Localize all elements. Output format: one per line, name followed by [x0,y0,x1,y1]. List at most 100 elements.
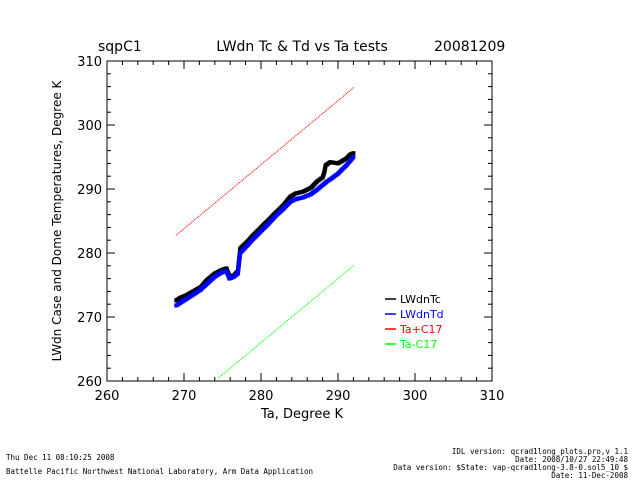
data-point [305,127,307,129]
data-point [337,100,339,102]
data-point [309,123,311,125]
data-point [327,286,329,288]
data-point [181,229,183,231]
data-point [220,374,222,376]
data-point [350,89,352,91]
data-point [250,350,252,352]
data-point [257,344,259,346]
data-point [302,307,304,309]
data-point [246,353,248,355]
data-point [324,288,326,290]
data-point [306,125,308,127]
data-point [239,182,241,184]
legend-label: Ta-C17 [399,338,437,351]
legend-label: LWdnTd [400,308,444,321]
data-point [243,356,245,358]
data-point [319,293,321,295]
data-point [219,376,221,378]
data-point [247,352,249,354]
data-point [334,102,336,104]
data-point [230,189,232,191]
data-point [226,192,228,194]
data-point [175,234,177,236]
data-point [307,124,309,126]
footer-data-version: Data version: $State: vap-qcrad1long-3.8… [393,463,628,472]
data-point [177,233,179,235]
y-tick-label: 270 [77,311,102,326]
data-point [323,111,325,113]
data-point [351,266,353,268]
data-point [292,315,294,317]
data-point [187,225,189,227]
data-point [237,360,239,362]
data-point [278,149,280,151]
data-point [298,132,300,134]
data-point [212,204,214,206]
data-point [279,325,281,327]
data-point [269,156,271,158]
data-point [210,205,212,207]
data-point [202,212,204,214]
chart-title: LWdn Tc & Td vs Ta tests [216,39,388,55]
data-point [291,316,293,318]
data-point [250,172,252,174]
data-point [198,215,200,217]
series-lwdntd [174,155,356,308]
x-tick-label: 290 [326,389,351,404]
data-point [229,190,231,192]
data-point [337,278,339,280]
data-point [351,151,356,156]
data-point [333,281,335,283]
data-point [189,222,191,224]
data-point [351,88,353,90]
data-point [282,323,284,325]
data-point [248,173,250,175]
data-point [348,90,350,92]
data-point [234,185,236,187]
data-point [208,207,210,209]
data-point [341,274,343,276]
data-point [243,178,245,180]
data-point [232,187,234,189]
data-point [227,191,229,193]
data-point [279,148,281,150]
data-point [277,150,278,152]
data-point [305,304,307,306]
data-point [253,348,255,350]
data-point [213,203,215,205]
data-point [226,370,228,372]
x-tick-label: 280 [249,389,274,404]
data-point [233,364,235,366]
data-point [268,157,270,159]
data-point [232,365,234,367]
data-point [274,330,276,332]
data-point [340,97,342,99]
data-point [241,179,243,181]
data-point [331,104,333,106]
data-point [312,299,314,301]
data-point [330,106,332,108]
data-point [275,151,277,153]
data-point [267,158,269,160]
data-point [317,294,319,296]
footer-idl-date: Date: 2008/10/27 22:49:48 [515,455,628,464]
data-point [253,170,255,172]
data-point [315,296,317,298]
data-point [322,290,324,292]
data-point [306,303,308,305]
data-point [326,287,328,289]
footer-data-date: Date: 11-Dec-2008 [551,471,628,480]
data-point [277,328,279,330]
data-point [295,313,297,315]
plot-frame [106,60,493,382]
data-point [209,206,211,208]
data-point [196,217,198,219]
data-point [329,285,331,287]
data-point [225,371,227,373]
data-point [285,321,287,323]
data-point [303,306,305,308]
data-point [336,279,338,281]
data-point [219,198,221,200]
y-tick-label: 310 [77,55,102,70]
